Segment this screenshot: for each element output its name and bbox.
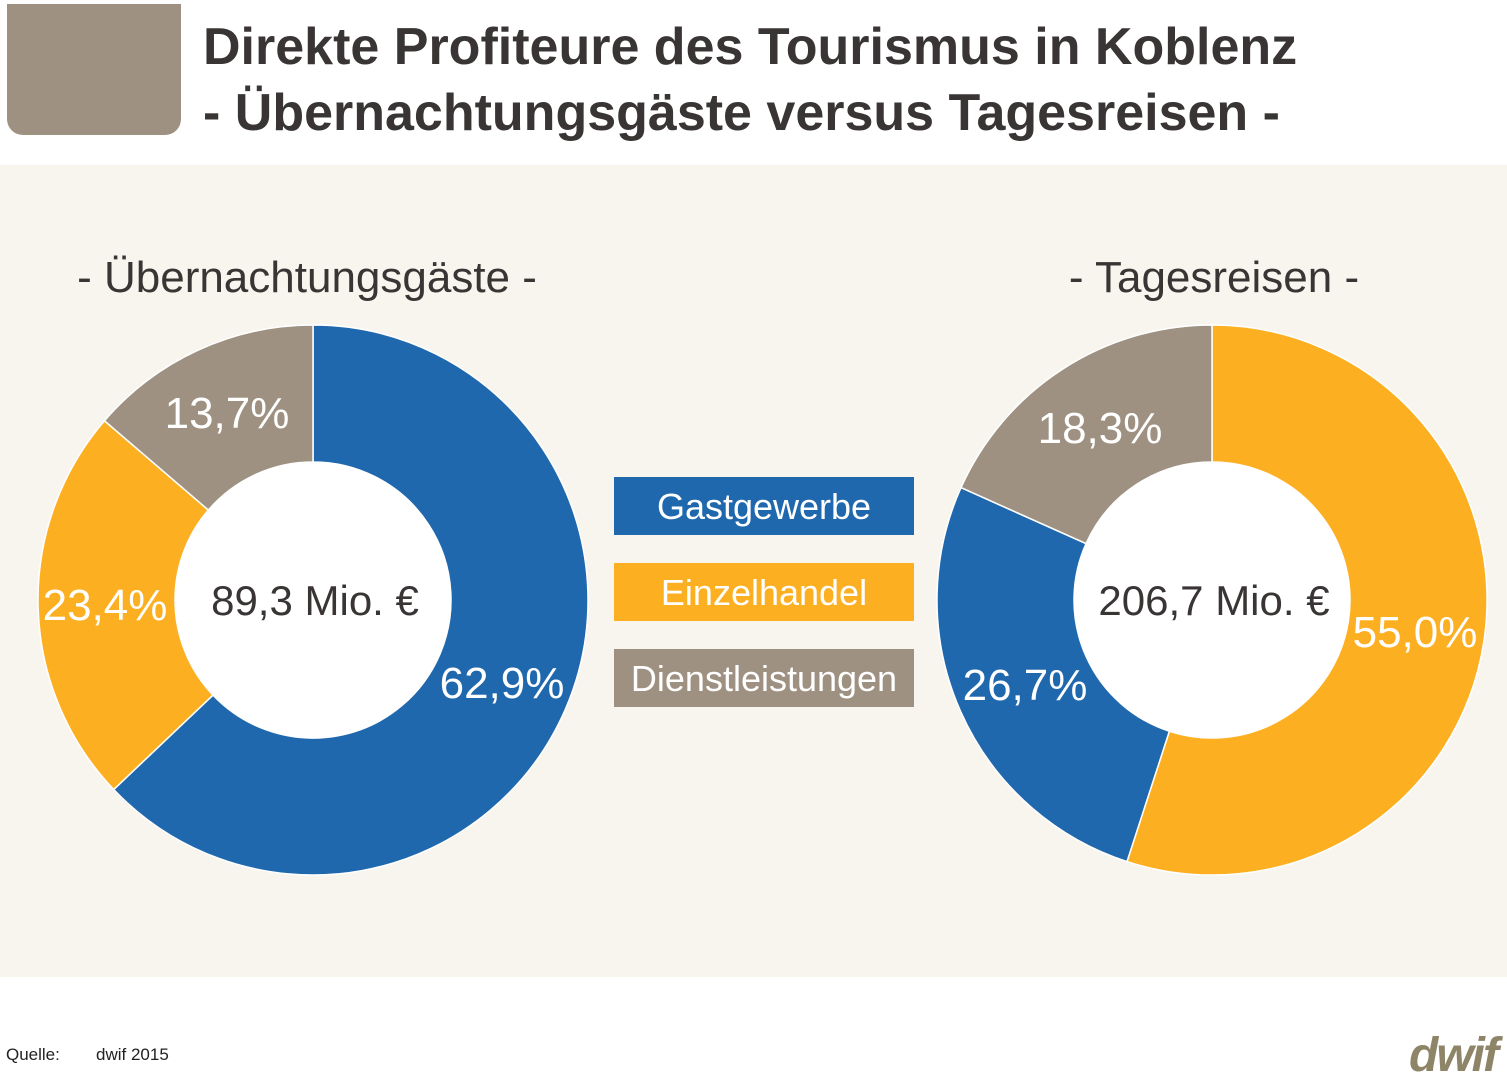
source-value: dwif 2015 — [96, 1045, 169, 1064]
header-decor-box — [7, 4, 181, 135]
legend-swatch — [614, 649, 914, 707]
data-label: 55,0% — [1353, 608, 1478, 657]
title-line-2: - Übernachtungsgäste versus Tagesreisen … — [203, 84, 1280, 142]
center-total-label: 206,7 Mio. € — [1098, 577, 1329, 624]
data-label: 23,4% — [43, 581, 168, 630]
legend-label: Einzelhandel — [661, 572, 867, 613]
center-total-label: 89,3 Mio. € — [211, 577, 419, 624]
legend-label: Gastgewerbe — [657, 486, 871, 527]
title-line-1: Direkte Profiteure des Tourismus in Kobl… — [203, 18, 1298, 76]
chart-title: - Übernachtungsgäste - — [77, 253, 537, 302]
data-label: 18,3% — [1038, 404, 1163, 453]
legend-label: Dienstleistungen — [631, 658, 897, 699]
legend-swatch — [614, 563, 914, 621]
donut-hole — [175, 462, 451, 738]
data-label: 26,7% — [963, 661, 1088, 710]
data-label: 13,7% — [165, 389, 290, 438]
donut-hole — [1074, 462, 1350, 738]
donut-chart-2 — [936, 324, 1488, 876]
donut-chart-1 — [37, 324, 589, 876]
dwif-logo: dwif — [1409, 1029, 1499, 1082]
legend — [614, 477, 914, 707]
legend-swatch — [614, 477, 914, 535]
source-label: Quelle: — [6, 1045, 60, 1064]
chart-title: - Tagesreisen - — [1069, 253, 1359, 302]
data-label: 62,9% — [440, 659, 565, 708]
page-title: Direkte Profiteure des Tourismus in Kobl… — [203, 14, 1297, 146]
